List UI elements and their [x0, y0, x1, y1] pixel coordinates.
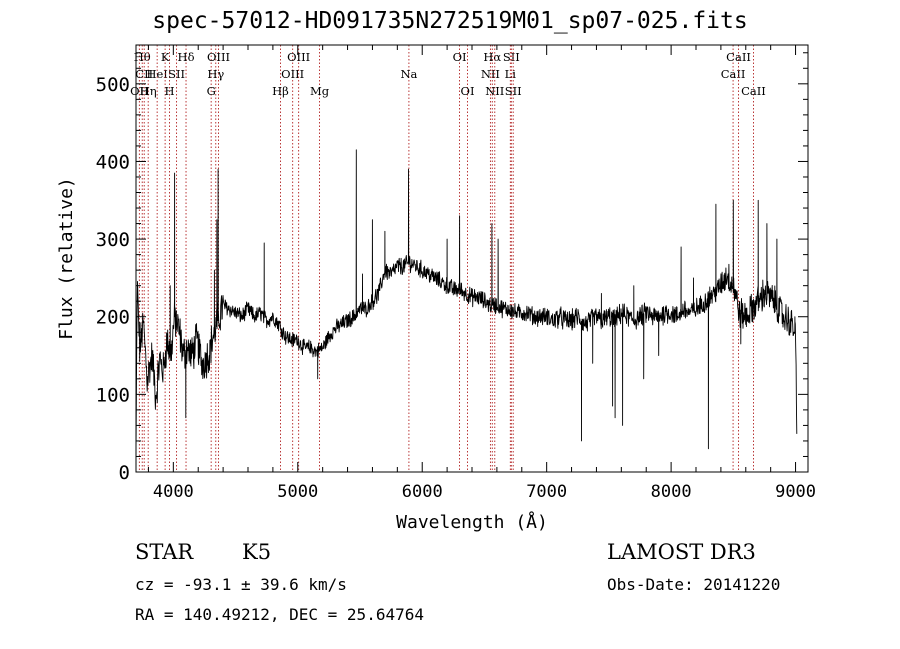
line-marker-label: Na: [400, 67, 417, 81]
x-axis-label: Wavelength (Å): [396, 511, 548, 533]
line-markers: OIIHθCIIHηHeIKHSIIHδGHγOIIIHβOIIIOIIIMgN…: [130, 45, 766, 472]
line-marker-label: Hδ: [178, 50, 195, 64]
line-marker-label: Li: [505, 67, 517, 81]
x-tick-label: 4000: [153, 482, 194, 502]
y-tick-label: 200: [96, 307, 130, 329]
line-marker-label: SII: [503, 50, 520, 64]
line-marker-label: SII: [168, 67, 185, 81]
line-marker-label: Hη: [140, 84, 157, 98]
line-marker-label: Hγ: [207, 67, 224, 81]
line-marker-label: G: [207, 84, 216, 98]
x-tick-label: 8000: [651, 482, 692, 502]
survey-name: LAMOST DR3: [607, 540, 756, 564]
y-tick-label: 400: [96, 151, 130, 173]
y-tick-label: 100: [96, 384, 130, 406]
line-marker-label: SII: [505, 84, 522, 98]
line-marker-label: CII: [135, 67, 153, 81]
x-tick-label: 9000: [775, 482, 816, 502]
redshift-velocity: cz = -93.1 ± 39.6 km/s: [135, 575, 347, 594]
line-marker-label: Mg: [310, 84, 330, 98]
line-marker-label: CaII: [726, 50, 751, 64]
axis-ticks: [136, 45, 808, 473]
line-marker-label: NII: [481, 67, 500, 81]
axis-tick-labels: 4000 5000 6000 7000 8000 9000 0 100 200 300 400 500: [96, 74, 816, 502]
x-tick-label: 5000: [277, 482, 318, 502]
x-tick-label: 6000: [402, 482, 443, 502]
object-subclass: K5: [242, 540, 272, 564]
observation-date: Obs-Date: 20141220: [607, 575, 781, 594]
chart-title: spec-57012-HD091735N272519M01_sp07-025.f…: [152, 8, 748, 34]
line-marker-label: Hβ: [272, 84, 289, 98]
y-tick-label: 300: [96, 229, 130, 251]
spectrum-series: [135, 149, 798, 454]
line-marker-label: OI: [453, 50, 467, 64]
line-marker-label: Hα: [483, 50, 501, 64]
line-marker-label: CaII: [741, 84, 766, 98]
line-marker-label: Hθ: [134, 50, 151, 64]
y-tick-label: 0: [119, 462, 130, 484]
spectrum-line: [135, 149, 798, 454]
y-tick-label: 500: [96, 74, 130, 96]
line-marker-label: HeI: [146, 67, 167, 81]
line-marker-label: OI: [461, 84, 475, 98]
x-tick-label: 7000: [526, 482, 567, 502]
line-marker-label: K: [161, 50, 170, 64]
line-marker-label: OIII: [207, 50, 230, 64]
line-marker-label: H: [164, 84, 174, 98]
line-marker-label: OIII: [287, 50, 310, 64]
line-marker-label: OIII: [281, 67, 304, 81]
line-marker-label: NII: [485, 84, 504, 98]
coordinates: RA = 140.49212, DEC = 25.64764: [135, 605, 424, 624]
object-class: STAR: [135, 540, 194, 564]
plot-frame: [135, 44, 809, 473]
y-axis-label: Flux (relative): [56, 177, 77, 340]
line-marker-label: CaII: [721, 67, 746, 81]
